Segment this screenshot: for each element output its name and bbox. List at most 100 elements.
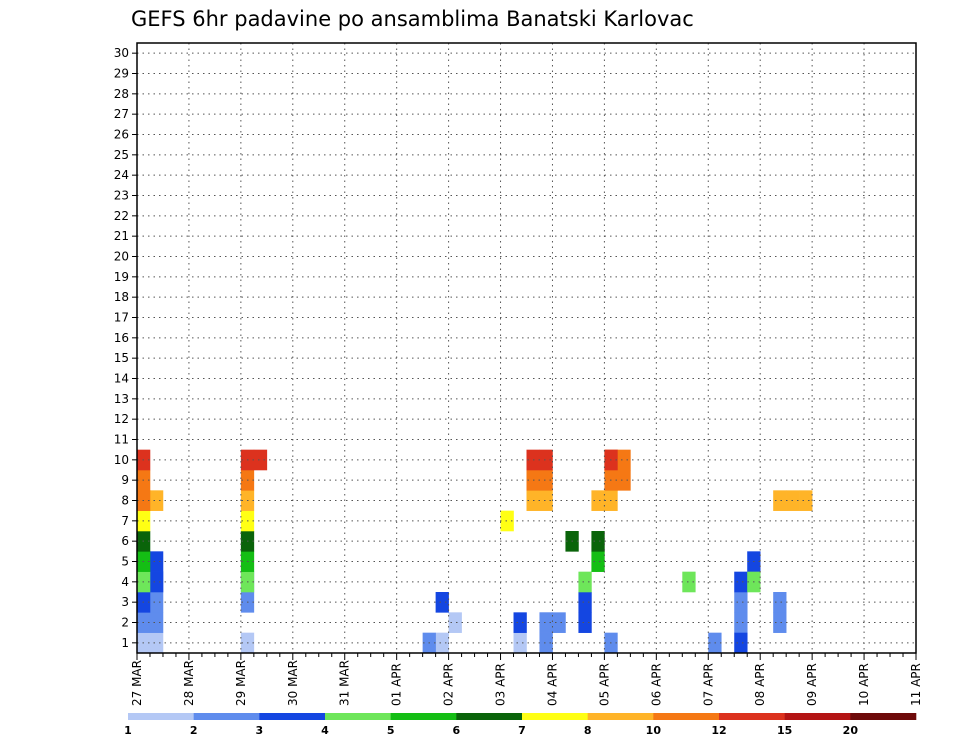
heatmap-cell-level-4	[578, 571, 592, 593]
x-tick-label: 09 APR	[805, 663, 819, 706]
y-tick-label: 28	[114, 87, 129, 101]
y-tick-label: 6	[121, 534, 129, 548]
heatmap-cell-level-6	[591, 531, 605, 552]
y-tick-label: 17	[114, 311, 129, 325]
x-tick-label: 30 MAR	[286, 660, 300, 706]
heatmap-cell-level-2	[734, 592, 748, 613]
x-tick-label: 11 APR	[909, 663, 923, 706]
y-tick-label: 18	[114, 290, 129, 304]
y-tick-label: 11	[114, 433, 129, 447]
heatmap-cell-level-3	[513, 612, 527, 633]
x-tick-label: 28 MAR	[182, 660, 196, 706]
legend-swatch	[390, 713, 457, 720]
heatmap-cell-level-1	[513, 632, 527, 654]
y-tick-label: 16	[114, 331, 129, 345]
legend-label: 6	[453, 724, 461, 737]
legend-label: 15	[777, 724, 792, 737]
y-tick-label: 19	[114, 270, 129, 284]
legend-swatch	[850, 713, 917, 720]
x-tick-label: 03 APR	[494, 663, 508, 706]
heatmap-cell-level-8	[773, 490, 787, 511]
y-tick-label: 10	[114, 453, 129, 467]
heatmap-cell-level-3	[734, 571, 748, 593]
color-legend: 1 2 3 4 5 6 7 8 10 12 15 20	[124, 713, 917, 737]
legend-label: 7	[518, 724, 526, 737]
heatmap-cell-level-3	[149, 571, 164, 593]
heatmap-cells	[137, 449, 813, 654]
x-tick-label: 05 APR	[597, 663, 611, 706]
y-tick-label: 13	[114, 392, 129, 406]
legend-swatch	[193, 713, 260, 720]
heatmap-cell-level-8	[799, 490, 813, 511]
heatmap-cell-level-2	[539, 632, 553, 654]
y-tick-label: 2	[121, 616, 129, 630]
heatmap-cell-level-1	[435, 632, 449, 654]
heatmap-cell-level-1	[149, 632, 164, 654]
legend-label: 12	[711, 724, 726, 737]
legend-label: 3	[256, 724, 264, 737]
legend-label: 2	[190, 724, 198, 737]
legend-swatch	[456, 713, 523, 720]
legend-label: 8	[584, 724, 592, 737]
heatmap-cell-level-3	[578, 612, 592, 633]
heatmap-cell-level-2	[539, 612, 553, 633]
x-tick-label: 01 APR	[390, 663, 404, 706]
heatmap-cell-level-10	[253, 449, 268, 471]
y-tick-label: 4	[121, 575, 129, 589]
legend-swatch	[587, 713, 654, 720]
heatmap-cell-level-1	[448, 612, 462, 633]
heatmap-cell-level-2	[149, 592, 164, 613]
heatmap-cell-level-4	[682, 571, 696, 593]
heatmap-cell-level-8	[149, 490, 164, 511]
y-tick-label: 27	[114, 107, 129, 121]
x-tick-label: 07 APR	[701, 663, 715, 706]
legend-swatch	[128, 713, 194, 720]
legend-label: 5	[387, 724, 395, 737]
x-axis: 27 MAR 28 MAR 29 MAR 30 MAR 31 MAR 01 APR 02 A…	[130, 653, 923, 706]
grid-lines	[137, 43, 916, 653]
y-tick-label: 12	[114, 412, 129, 426]
legend-swatch	[522, 713, 588, 720]
y-tick-label: 25	[114, 148, 129, 162]
x-tick-label: 08 APR	[753, 663, 767, 706]
x-tick-label: 06 APR	[649, 663, 663, 706]
heatmap-cell-level-7	[500, 510, 514, 532]
y-tick-label: 21	[114, 229, 129, 243]
y-tick-label: 14	[114, 372, 129, 386]
y-tick-label: 20	[114, 250, 129, 264]
heatmap-cell-level-5	[591, 551, 605, 572]
legend-label: 20	[843, 724, 859, 737]
heatmap-cell-level-3	[734, 632, 748, 654]
heatmap-cell-level-3	[149, 551, 164, 572]
y-tick-label: 1	[121, 636, 129, 650]
heatmap-cell-level-2	[552, 612, 566, 633]
y-tick-label: 7	[121, 514, 129, 528]
heatmap-cell-level-2	[734, 612, 748, 633]
legend-label: 10	[646, 724, 662, 737]
heatmap-cell-level-9	[617, 449, 631, 471]
chart-title: GEFS 6hr padavine po ansamblima Banatski…	[131, 7, 694, 31]
heatmap-cell-level-3	[435, 592, 449, 613]
y-tick-label: 15	[114, 351, 129, 365]
legend-swatch	[325, 713, 391, 720]
x-tick-label: 29 MAR	[234, 660, 248, 706]
heatmap-cell-level-9	[617, 470, 631, 491]
legend-label: 1	[124, 724, 132, 737]
y-tick-label: 5	[121, 555, 129, 569]
heatmap-cell-level-10	[539, 449, 553, 471]
heatmap-cell-level-8	[591, 490, 605, 511]
y-tick-label: 8	[121, 494, 129, 508]
heatmap-cell-level-3	[578, 592, 592, 613]
y-axis: 1234567891011121314151617181920212223242…	[114, 46, 137, 650]
y-tick-label: 29	[114, 67, 129, 81]
y-tick-label: 22	[114, 209, 129, 223]
heatmap-cell-level-2	[773, 592, 787, 613]
legend-swatch	[784, 713, 851, 720]
legend-swatch	[653, 713, 720, 720]
legend-swatch	[259, 713, 326, 720]
legend-swatch	[719, 713, 785, 720]
heatmap-cell-level-2	[149, 612, 164, 633]
x-tick-label: 02 APR	[442, 663, 456, 706]
y-tick-label: 26	[114, 128, 129, 142]
